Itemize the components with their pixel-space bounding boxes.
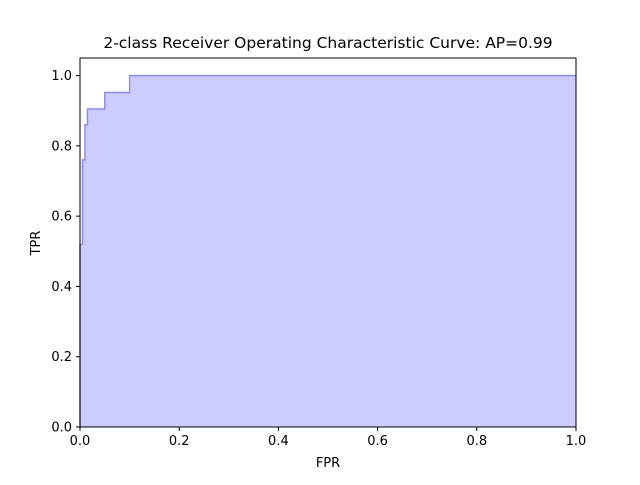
x-tick-label: 0.4 xyxy=(268,434,289,449)
x-tick-label: 0.6 xyxy=(367,434,388,449)
roc-area-fill xyxy=(80,75,576,428)
plot-area xyxy=(79,74,576,428)
y-tick-label: 0.0 xyxy=(51,421,72,436)
x-tick-label: 0.8 xyxy=(466,434,487,449)
plot-frame xyxy=(79,57,577,428)
y-tick-label: 1.0 xyxy=(51,69,72,84)
x-axis-label: FPR xyxy=(316,456,340,471)
y-tick-label: 0.6 xyxy=(51,210,72,225)
roc-curve-line xyxy=(79,74,576,427)
y-tick-label: 0.4 xyxy=(51,280,72,295)
y-tick-label: 0.8 xyxy=(51,139,72,154)
x-tick-label: 0.0 xyxy=(70,434,91,449)
x-tick-label: 0.2 xyxy=(169,434,190,449)
y-tick-label: 0.2 xyxy=(51,350,72,365)
y-axis-label: TPR xyxy=(29,231,44,257)
chart-title: 2-class Receiver Operating Characteristi… xyxy=(103,34,552,52)
axes: 0.0 0.2 0.4 0.6 0.8 1.0 0.0 0.2 0.4 0.6 0.8 1.0 xyxy=(51,57,587,449)
x-tick-label: 1.0 xyxy=(566,434,587,449)
